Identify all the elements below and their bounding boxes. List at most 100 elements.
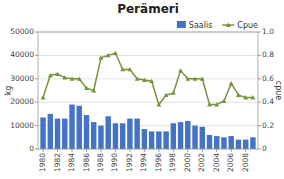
bar — [185, 121, 190, 149]
bar — [163, 131, 168, 149]
y2-tick — [258, 125, 261, 126]
bar — [55, 119, 60, 149]
bar — [142, 129, 147, 149]
marker — [149, 79, 154, 83]
marker — [41, 95, 46, 99]
bar — [40, 117, 45, 149]
x-tick-label: 2004 — [212, 153, 221, 172]
bar — [149, 131, 154, 149]
y2-tick-label: 0.8 — [262, 50, 274, 59]
x-tick-label: 1980 — [38, 153, 47, 172]
bar — [105, 116, 110, 149]
bar — [134, 119, 139, 149]
y2-tick — [258, 55, 261, 56]
chart: Perämeri0100002000030000400005000000.20.… — [0, 0, 284, 179]
marker — [164, 93, 169, 97]
grid — [38, 32, 258, 149]
bar — [229, 136, 234, 149]
x-tick — [129, 149, 130, 152]
bar — [48, 114, 53, 149]
y-tick — [35, 125, 38, 126]
bar — [200, 127, 205, 149]
marker — [171, 90, 176, 94]
x-tick-label: 1986 — [82, 153, 91, 172]
x-tick — [187, 149, 188, 152]
marker — [70, 76, 75, 80]
legend-label: Cpue — [237, 21, 258, 30]
marker — [243, 95, 248, 99]
legend-label: Saalis — [189, 21, 213, 30]
y-tick — [35, 78, 38, 79]
x-tick-label: 2000 — [183, 153, 192, 172]
x-tick — [202, 149, 203, 152]
bar — [91, 122, 96, 149]
bar — [236, 140, 241, 149]
marker — [113, 51, 118, 55]
y-tick — [35, 149, 38, 150]
y-tick-label: 40000 — [10, 50, 34, 59]
x-tick-label: 1992 — [125, 153, 134, 172]
marker — [77, 76, 82, 80]
x-tick — [72, 149, 73, 152]
plot-area — [40, 51, 255, 149]
line — [43, 53, 253, 104]
y-tick-label: 0 — [29, 144, 34, 153]
x-tick-label: 1994 — [139, 153, 148, 172]
y2-tick — [258, 102, 261, 103]
x-tick — [115, 149, 116, 152]
x-tick-label: 1982 — [53, 153, 62, 172]
y2-tick — [258, 32, 261, 33]
x-tick-label: 1990 — [110, 153, 119, 172]
grid-line — [38, 55, 258, 56]
x-tick-label: 2008 — [241, 153, 250, 172]
legend-swatch — [226, 23, 231, 27]
x-tick-label: 1998 — [168, 153, 177, 172]
x-tick-label: 2002 — [197, 153, 206, 172]
marker — [120, 67, 125, 71]
y2-axis-label: cpue — [274, 81, 283, 101]
x-tick — [57, 149, 58, 152]
x-tick — [100, 149, 101, 152]
bar — [84, 115, 89, 149]
bar — [207, 135, 212, 149]
x-tick-label: 1996 — [154, 153, 163, 172]
marker — [207, 102, 212, 106]
marker — [106, 53, 111, 57]
x-tick — [216, 149, 217, 152]
y-tick-label: 50000 — [10, 27, 34, 36]
marker — [222, 99, 227, 103]
bar — [221, 137, 226, 149]
marker — [135, 76, 140, 80]
legend: Saalis Cpue — [177, 21, 258, 30]
x-tick — [245, 149, 246, 152]
marker — [229, 81, 234, 85]
marker — [84, 86, 89, 90]
bar — [243, 140, 248, 149]
marker — [91, 88, 96, 92]
marker — [214, 102, 219, 106]
plot-frame — [38, 32, 258, 149]
x-tick — [231, 149, 232, 152]
x-tick — [173, 149, 174, 152]
y2-tick-label: 0.4 — [262, 97, 274, 106]
y2-tick — [258, 78, 261, 79]
y-tick — [35, 102, 38, 103]
bar — [192, 126, 197, 149]
legend-item: Saalis — [177, 21, 213, 30]
y2-tick-label: 0.2 — [262, 121, 274, 130]
y-tick-label: 30000 — [10, 74, 34, 83]
y-tick — [35, 32, 38, 33]
marker — [55, 72, 60, 76]
bar — [62, 119, 67, 149]
bar — [214, 136, 219, 149]
bar — [171, 123, 176, 149]
marker — [99, 55, 104, 59]
bar — [77, 106, 82, 149]
marker — [185, 76, 190, 80]
marker — [156, 102, 161, 106]
legend-item: Cpue — [222, 21, 258, 30]
marker — [193, 76, 198, 80]
bar — [120, 123, 125, 149]
marker — [62, 75, 67, 79]
x-tick — [158, 149, 159, 152]
